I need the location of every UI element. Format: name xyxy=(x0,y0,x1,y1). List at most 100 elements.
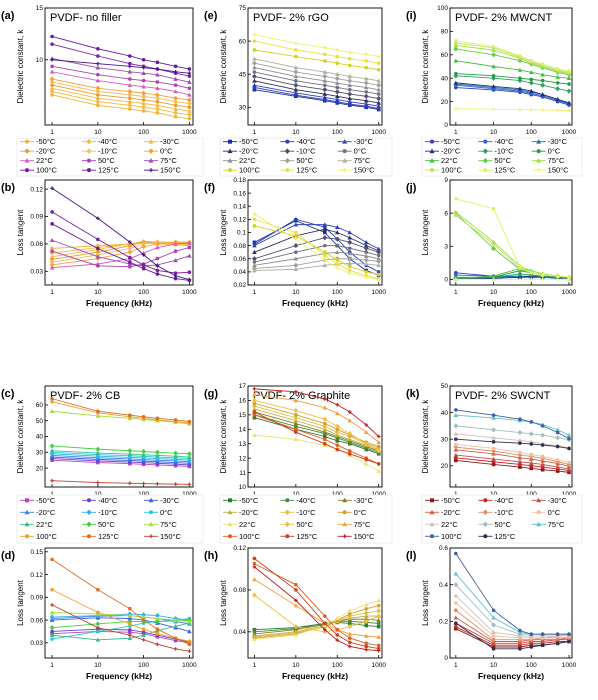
data-point xyxy=(252,243,257,248)
data-point xyxy=(252,60,257,66)
data-point xyxy=(127,635,133,641)
data-point xyxy=(529,632,534,636)
plot-frame xyxy=(449,7,573,126)
legend-marker xyxy=(483,534,488,539)
data-point xyxy=(567,108,571,113)
data-point xyxy=(187,482,192,487)
x-tick-label: 100 xyxy=(332,129,343,136)
data-point xyxy=(252,410,257,414)
legend-entry: -10°C xyxy=(296,508,316,517)
data-point xyxy=(347,264,352,269)
data-point xyxy=(518,647,522,651)
data-point xyxy=(540,72,545,77)
data-point xyxy=(96,629,100,634)
data-point xyxy=(364,275,369,279)
panel-title: PVDF- no filler xyxy=(50,12,122,24)
data-point xyxy=(529,420,534,424)
data-point xyxy=(50,249,54,254)
series xyxy=(50,64,192,91)
legend-entry: 50°C xyxy=(494,156,511,165)
y-tick-label: 0.04 xyxy=(233,269,246,276)
series-line xyxy=(52,618,190,640)
data-point xyxy=(187,240,192,245)
data-point xyxy=(50,603,54,607)
legend-marker xyxy=(429,158,435,163)
data-point xyxy=(540,432,546,438)
data-point xyxy=(364,623,369,628)
legend-marker xyxy=(482,521,488,528)
legend-entry: 125°C xyxy=(494,166,516,175)
x-tick-label: 1 xyxy=(454,289,458,296)
data-point xyxy=(128,240,132,244)
series xyxy=(252,415,381,456)
series-line xyxy=(455,584,570,635)
data-point xyxy=(252,73,257,80)
data-point xyxy=(95,95,101,101)
data-point xyxy=(491,277,496,282)
legend-marker xyxy=(342,139,348,144)
data-point xyxy=(173,258,178,263)
data-point xyxy=(567,436,571,441)
y-tick-label: 0 xyxy=(444,277,448,284)
y-tick-label: 0.09 xyxy=(30,595,43,602)
x-tick-label: 1 xyxy=(50,289,54,296)
legend: -50°C -40°C -30°C -20°C -10°C 0°C 22°C 50°C 75°C… xyxy=(16,137,204,177)
data-point xyxy=(334,423,340,429)
legend-marker xyxy=(285,139,290,144)
y-tick-label: 3 xyxy=(444,244,448,251)
data-point xyxy=(294,233,298,238)
data-point xyxy=(50,637,54,641)
data-point xyxy=(364,647,369,652)
data-point xyxy=(491,608,496,613)
data-point xyxy=(454,277,458,282)
legend-marker xyxy=(536,158,542,163)
x-tick-label: 100 xyxy=(332,662,343,669)
legend-marker xyxy=(483,498,488,503)
y-tick-label: 15 xyxy=(36,5,44,12)
legend-marker xyxy=(25,498,29,503)
data-point xyxy=(252,432,257,437)
data-point xyxy=(128,255,132,260)
data-point xyxy=(173,647,178,651)
x-tick-label: 10 xyxy=(292,662,300,669)
data-point xyxy=(566,75,572,80)
data-point xyxy=(96,216,100,221)
data-point xyxy=(555,458,560,462)
y-tick-label: 17 xyxy=(239,383,247,390)
data-point xyxy=(376,100,382,105)
legend-marker xyxy=(483,139,488,144)
data-point xyxy=(491,647,496,651)
data-point xyxy=(294,48,298,52)
data-point xyxy=(252,256,257,262)
data-point xyxy=(334,97,340,102)
data-point xyxy=(323,45,327,50)
data-point xyxy=(347,50,352,54)
series xyxy=(252,222,382,251)
data-point xyxy=(127,613,133,618)
y-tick-label: 0.03 xyxy=(30,269,43,276)
data-point xyxy=(364,644,369,649)
data-point xyxy=(49,76,55,82)
data-point xyxy=(49,408,55,414)
data-point xyxy=(294,217,298,222)
data-point xyxy=(128,633,132,638)
data-point xyxy=(128,260,132,264)
data-point xyxy=(49,237,55,243)
data-point xyxy=(293,398,299,403)
data-point xyxy=(529,271,534,275)
data-point xyxy=(96,264,100,268)
series xyxy=(252,243,381,264)
legend-marker xyxy=(429,509,435,515)
data-point xyxy=(293,437,299,442)
data-point xyxy=(518,277,522,282)
data-point xyxy=(364,65,369,70)
data-point xyxy=(376,256,382,261)
x-tick-label: 1000 xyxy=(371,129,386,136)
data-point xyxy=(252,268,257,273)
data-point xyxy=(293,266,299,272)
y-axis-label: Dielectric constant, k xyxy=(421,29,430,104)
data-point xyxy=(347,418,353,423)
series xyxy=(50,603,192,653)
data-point xyxy=(96,246,100,251)
data-point xyxy=(567,82,571,86)
